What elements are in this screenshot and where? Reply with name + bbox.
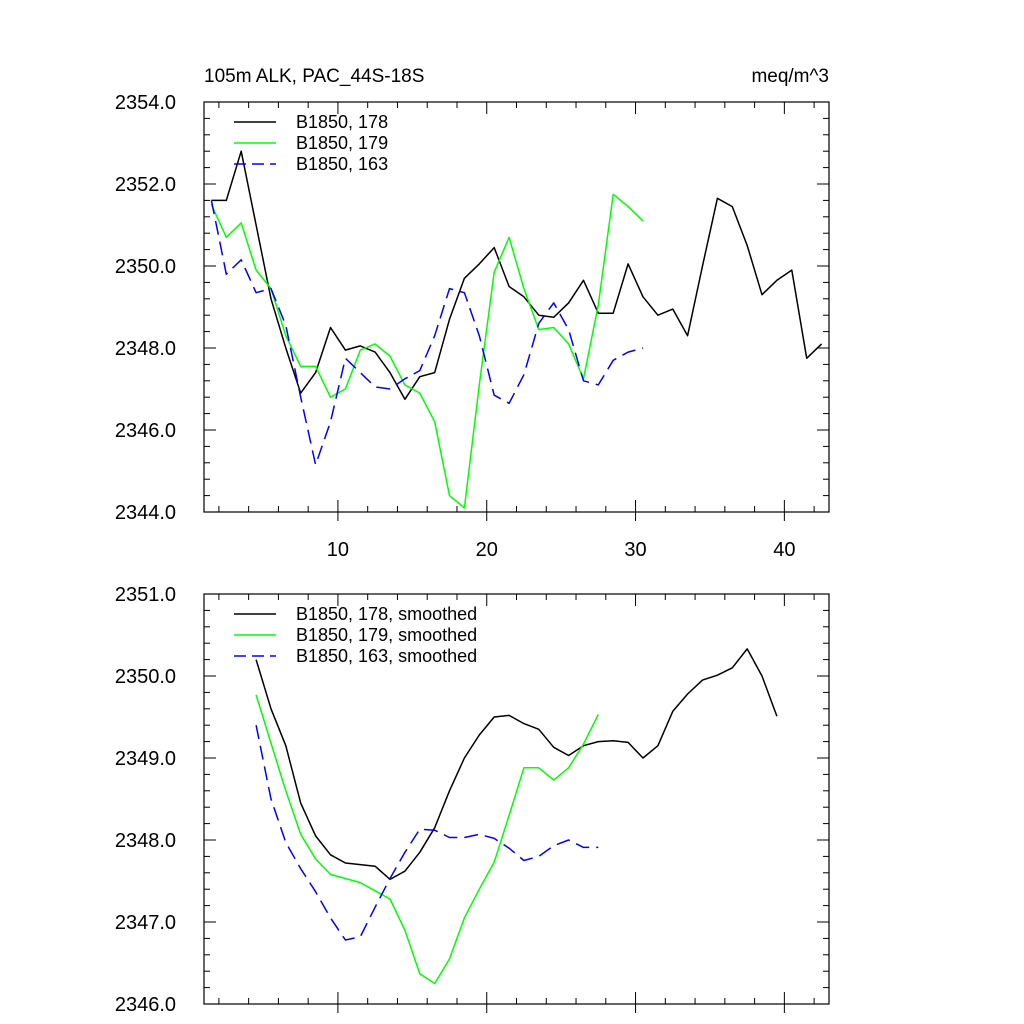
top-y-tick-label: 2344.0 bbox=[115, 502, 176, 524]
bottom-y-tick-label: 2350.0 bbox=[115, 666, 176, 688]
top-x-tick-label: 10 bbox=[327, 539, 349, 561]
top-panel-alk-raw: 10 20 30 40 2344.0 2346.0 2348.0 2350.0 2352.0 23… bbox=[115, 66, 830, 561]
bottom-legend-label-2: B1850, 163, smoothed bbox=[296, 646, 477, 666]
bottom-legend-label-0: B1850, 178, smoothed bbox=[296, 604, 477, 624]
bottom-y-tick-label: 2346.0 bbox=[115, 994, 176, 1016]
top-legend-label-1: B1850, 179 bbox=[296, 133, 388, 153]
bottom-y-tick-label: 2347.0 bbox=[115, 912, 176, 934]
bottom-y-tick-label: 2351.0 bbox=[115, 584, 176, 606]
top-y-tick-label: 2346.0 bbox=[115, 420, 176, 442]
top-x-tick-label: 40 bbox=[773, 539, 795, 561]
top-x-tick-label: 30 bbox=[624, 539, 646, 561]
top-y-tick-label: 2350.0 bbox=[115, 256, 176, 278]
top-y-tick-label: 2354.0 bbox=[115, 92, 176, 114]
bottom-series-line-0 bbox=[255, 648, 778, 881]
top-legend-label-0: B1850, 178 bbox=[296, 112, 388, 132]
top-series-line-2 bbox=[210, 200, 644, 466]
bottom-y-tick-label: 2348.0 bbox=[115, 830, 176, 852]
top-y-tick-label: 2348.0 bbox=[115, 338, 176, 360]
top-y-tick-label: 2352.0 bbox=[115, 174, 176, 196]
top-series-line-0 bbox=[211, 150, 823, 401]
bottom-legend-label-1: B1850, 179, smoothed bbox=[296, 625, 477, 645]
top-chart-title: 105m ALK, PAC_44S-18S bbox=[204, 66, 424, 87]
top-series-line-1 bbox=[210, 193, 644, 509]
bottom-panel-alk-smoothed: 2346.0 2347.0 2348.0 2349.0 2350.0 2351.0 B185… bbox=[115, 584, 830, 1016]
top-legend-label-2: B1850, 163 bbox=[296, 154, 388, 174]
bottom-series-line-2 bbox=[255, 725, 599, 941]
top-units-label: meq/m^3 bbox=[751, 66, 829, 87]
bottom-y-tick-label: 2349.0 bbox=[115, 748, 176, 770]
bottom-series-line-1 bbox=[255, 694, 599, 985]
top-x-tick-label: 20 bbox=[476, 539, 498, 561]
